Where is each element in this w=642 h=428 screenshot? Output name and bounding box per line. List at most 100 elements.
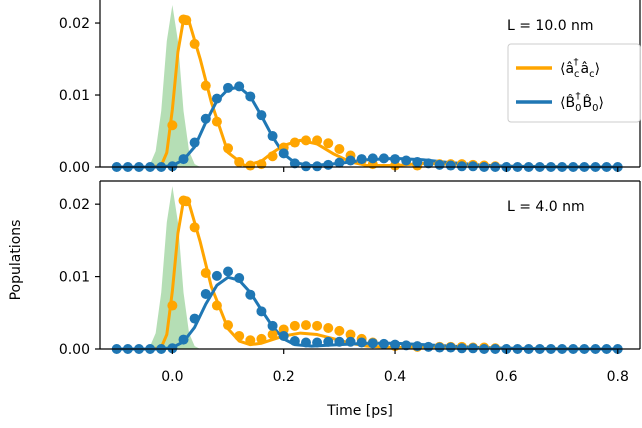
x-tick-label: 0.6 — [495, 369, 517, 385]
mode-population-point — [245, 289, 256, 300]
cavity-population-point — [189, 38, 200, 49]
x-tick-label: 0.0 — [161, 369, 183, 385]
mode-population-point — [312, 337, 323, 348]
cavity-population-point — [267, 329, 278, 340]
cavity-population-point — [181, 196, 192, 207]
mode-population-point — [445, 342, 456, 353]
cavity-population-point — [223, 143, 234, 154]
bottom-panel: 0.00 0.01 0.02 0.0 0.2 0.4 0.6 0.8 L = 4.0 nm — [59, 180, 641, 385]
mode-population-point — [256, 306, 267, 317]
y-tick-label: 0.01 — [59, 88, 90, 104]
x-tick-label: 0.4 — [384, 369, 406, 385]
cavity-population-point — [234, 156, 245, 167]
y-tick-label: 0.02 — [59, 197, 90, 213]
cavity-population-point — [300, 135, 311, 146]
mode-population-point — [167, 161, 178, 172]
mode-population-point — [178, 154, 189, 165]
cavity-population-point — [234, 330, 245, 341]
mode-population-point — [278, 330, 289, 341]
mode-population-point — [390, 154, 401, 165]
cavity-population-point — [289, 137, 300, 148]
mode-population-point — [200, 288, 211, 299]
cavity-population-point — [334, 144, 345, 154]
mode-population-point — [334, 336, 345, 347]
mode-population-point — [345, 336, 356, 347]
mode-population-point — [390, 339, 401, 350]
cavity-population-point — [323, 323, 334, 333]
panel-annotation: L = 4.0 nm — [507, 199, 585, 215]
mode-population-point — [345, 155, 356, 166]
x-axis-label: Time [ps] — [326, 403, 393, 419]
cavity-population-point — [223, 320, 234, 331]
mode-population-point — [412, 156, 423, 167]
top-panel: 0.00 0.01 0.02 L = 10.0 nm — [59, 0, 641, 176]
legend-label-mode: ⟨B̂0† B̂0⟩ — [560, 91, 604, 114]
mode-population-point — [167, 343, 178, 354]
y-axis-label: Populations — [8, 220, 24, 301]
legend: ⟨âc† âc⟩ ⟨B̂0† B̂0⟩ — [507, 43, 641, 123]
cavity-population-point — [211, 116, 222, 127]
mode-population-point — [467, 161, 478, 172]
cavity-population-point — [167, 120, 178, 131]
cavity-population-point — [200, 267, 211, 278]
cavity-population-point — [245, 335, 256, 346]
cavity-population-point — [167, 300, 178, 311]
mode-population-point — [467, 343, 478, 354]
mode-population-point — [234, 81, 245, 92]
x-tick-label: 0.2 — [273, 369, 295, 385]
cavity-population-point — [289, 320, 300, 331]
mode-population-point — [434, 159, 445, 170]
mode-population-point — [200, 113, 211, 124]
excitation-pulse — [144, 186, 201, 349]
mode-population-point — [278, 148, 289, 159]
mode-population-point — [289, 336, 300, 347]
mode-population-point — [401, 340, 412, 351]
cavity-population-point — [256, 333, 267, 344]
y-tick-label: 0.00 — [59, 160, 90, 176]
cavity-population-point — [267, 151, 278, 162]
cavity-population-point — [323, 138, 334, 149]
mode-population-point — [312, 161, 323, 172]
cavity-population-point — [211, 300, 222, 311]
mode-population-point — [189, 137, 200, 148]
cavity-population-point — [300, 320, 311, 331]
mode-population-point — [434, 342, 445, 353]
cavity-population-point — [200, 80, 211, 91]
mode-population-point — [378, 153, 389, 164]
mode-population-point — [267, 131, 278, 142]
mode-population-point — [245, 91, 256, 102]
mode-population-point — [334, 157, 345, 168]
cavity-population-point — [256, 159, 267, 170]
mode-population-point — [445, 160, 456, 171]
cavity-population-point — [345, 329, 356, 340]
cavity-population-point — [181, 15, 192, 26]
mode-population-point — [456, 343, 467, 354]
mode-population-point — [356, 154, 367, 165]
mode-population-point — [356, 337, 367, 348]
mode-population-point — [423, 158, 434, 169]
mode-population-point — [289, 158, 300, 169]
mode-population-point — [423, 341, 434, 352]
cavity-population-point — [245, 160, 256, 171]
cavity-population-point — [334, 325, 345, 336]
mode-population-point — [178, 334, 189, 345]
mode-population-point — [323, 336, 334, 347]
mode-population-point — [223, 82, 234, 93]
y-tick-label: 0.00 — [59, 342, 90, 358]
y-tick-label: 0.01 — [59, 270, 90, 286]
mode-population-point — [256, 110, 267, 121]
mode-population-point — [378, 338, 389, 349]
mode-population-point — [234, 273, 245, 284]
panel-annotation: L = 10.0 nm — [507, 18, 594, 34]
cavity-population-point — [189, 222, 200, 233]
mode-population-point — [323, 159, 334, 170]
mode-population-point — [367, 153, 378, 164]
mode-population-point — [189, 313, 200, 324]
x-tick-label: 0.8 — [607, 369, 629, 385]
legend-label-cavity: ⟨âc† âc⟩ — [560, 57, 600, 80]
mode-population-point — [401, 155, 412, 166]
cavity-population-point — [312, 135, 323, 146]
mode-population-point — [367, 338, 378, 349]
mode-population-point — [211, 270, 222, 281]
